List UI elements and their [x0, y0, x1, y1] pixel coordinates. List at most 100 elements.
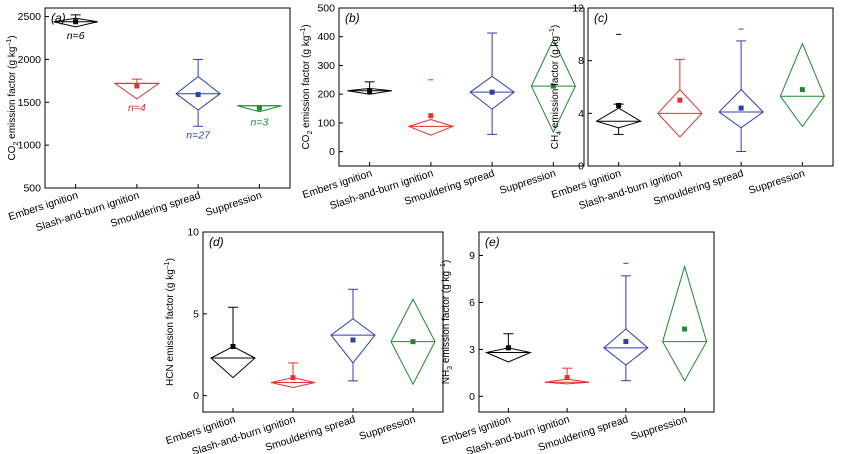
- iqr-diamond: [657, 88, 703, 138]
- y-axis-species: CO: [7, 145, 18, 160]
- y-tick-label: 1500: [18, 97, 42, 109]
- iqr-diamond: [779, 42, 825, 128]
- mean-marker: [350, 337, 356, 343]
- iqr-diamond: [469, 75, 515, 110]
- y-axis-superscript: –1: [300, 28, 307, 36]
- mean-marker: [410, 339, 416, 345]
- box-2: [545, 367, 590, 385]
- y-axis-species: HCN: [165, 364, 176, 386]
- panel-label: (e): [485, 235, 500, 249]
- mean-marker: [256, 105, 262, 111]
- y-axis-unit-close: ): [441, 260, 452, 263]
- y-axis-unit-close: ): [7, 35, 18, 38]
- box-3: n=27: [175, 58, 221, 141]
- y-tick-label: 10: [187, 227, 199, 239]
- mean-marker: [428, 113, 434, 119]
- y-tick-label: 4: [578, 108, 584, 120]
- y-axis-superscript: –1: [6, 39, 13, 47]
- x-tick-label: Suppression: [747, 167, 806, 196]
- box-3: [469, 32, 515, 135]
- mean-marker: [682, 326, 688, 332]
- y-axis-superscript: –1: [549, 28, 556, 36]
- mean-marker: [616, 102, 622, 108]
- iqr-diamond: [347, 87, 392, 95]
- mean-marker: [73, 19, 79, 25]
- mean-marker: [505, 345, 511, 351]
- y-tick-label: 400: [317, 31, 335, 43]
- panel-label: (d): [209, 235, 224, 249]
- sample-size-label: n=4: [128, 102, 146, 114]
- mean-marker: [550, 83, 556, 89]
- y-tick-label: 300: [317, 60, 335, 72]
- y-axis-subscript: 4: [556, 131, 563, 135]
- box-2: n=4: [113, 78, 161, 114]
- box-3: [330, 288, 376, 382]
- y-axis-species: NH: [441, 370, 452, 384]
- mean-marker: [677, 97, 683, 103]
- iqr-diamond: [484, 347, 533, 363]
- box-1: [347, 81, 392, 95]
- y-tick-label: 8: [578, 55, 584, 67]
- y-axis-species: CO: [301, 134, 312, 149]
- y-tick-label: 0: [329, 146, 335, 158]
- mean-marker: [564, 375, 570, 381]
- mean-marker: [290, 375, 296, 381]
- iqr-diamond: [175, 75, 221, 111]
- mean-marker: [799, 87, 805, 93]
- mean-marker: [195, 92, 201, 98]
- y-axis-label: NH3 emission factor (g kg–1): [440, 260, 454, 385]
- box-1: [595, 33, 642, 135]
- y-tick-label: 200: [317, 89, 335, 101]
- y-axis-unit: emission factor (g kg: [165, 269, 176, 364]
- y-tick-label: 9: [469, 250, 475, 262]
- mean-marker: [489, 89, 495, 95]
- box-1: n=6: [53, 14, 98, 42]
- plot-frame: [44, 7, 291, 189]
- iqr-diamond: [530, 38, 576, 134]
- sample-size-label: n=27: [186, 129, 211, 141]
- iqr-diamond: [53, 17, 98, 28]
- box-2: [407, 79, 455, 136]
- x-tick-label: Suppression: [204, 189, 263, 218]
- panel-label: (b): [345, 11, 360, 25]
- sample-size-label: n=3: [250, 117, 268, 129]
- y-tick-label: 12: [572, 3, 584, 15]
- y-axis-label: CO2 emission factor (g kg–1): [300, 24, 314, 149]
- iqr-diamond: [407, 118, 455, 136]
- y-tick-label: 0: [469, 391, 475, 403]
- x-tick-label: Slash-and-burn ignition: [328, 167, 435, 212]
- y-axis-label: HCN emission factor (g kg–1): [164, 258, 176, 386]
- x-tick-label: Suppression: [498, 167, 557, 196]
- mean-marker: [134, 83, 140, 89]
- iqr-diamond: [545, 378, 590, 385]
- box-3: [603, 262, 649, 382]
- y-axis-superscript: –1: [164, 261, 171, 269]
- y-axis-species: CH: [550, 135, 561, 149]
- y-axis-subscript: 2: [13, 142, 20, 146]
- iqr-diamond: [595, 107, 642, 129]
- box-1: [484, 333, 533, 363]
- x-tick-label: Suppression: [629, 413, 688, 442]
- y-axis-unit: emission factor (g kg: [7, 47, 18, 142]
- y-axis-unit-close: ): [301, 24, 312, 27]
- y-axis-unit: emission factor (g kg: [550, 36, 561, 131]
- mean-marker: [623, 339, 629, 345]
- x-tick-label: Slash-and-burn ignition: [577, 167, 684, 212]
- iqr-diamond: [330, 318, 376, 364]
- mean-marker: [230, 344, 236, 350]
- y-axis-subscript: 3: [447, 366, 454, 370]
- sample-size-label: n=6: [67, 30, 85, 42]
- x-tick-label: Suppression: [358, 413, 417, 442]
- plot-frame: [478, 231, 715, 413]
- box-4: [530, 38, 576, 134]
- x-tick-label: Slash-and-burn ignition: [34, 189, 141, 234]
- iqr-diamond: [270, 377, 316, 388]
- y-axis-unit: emission factor (g kg: [301, 36, 312, 131]
- y-tick-label: 2500: [18, 11, 42, 23]
